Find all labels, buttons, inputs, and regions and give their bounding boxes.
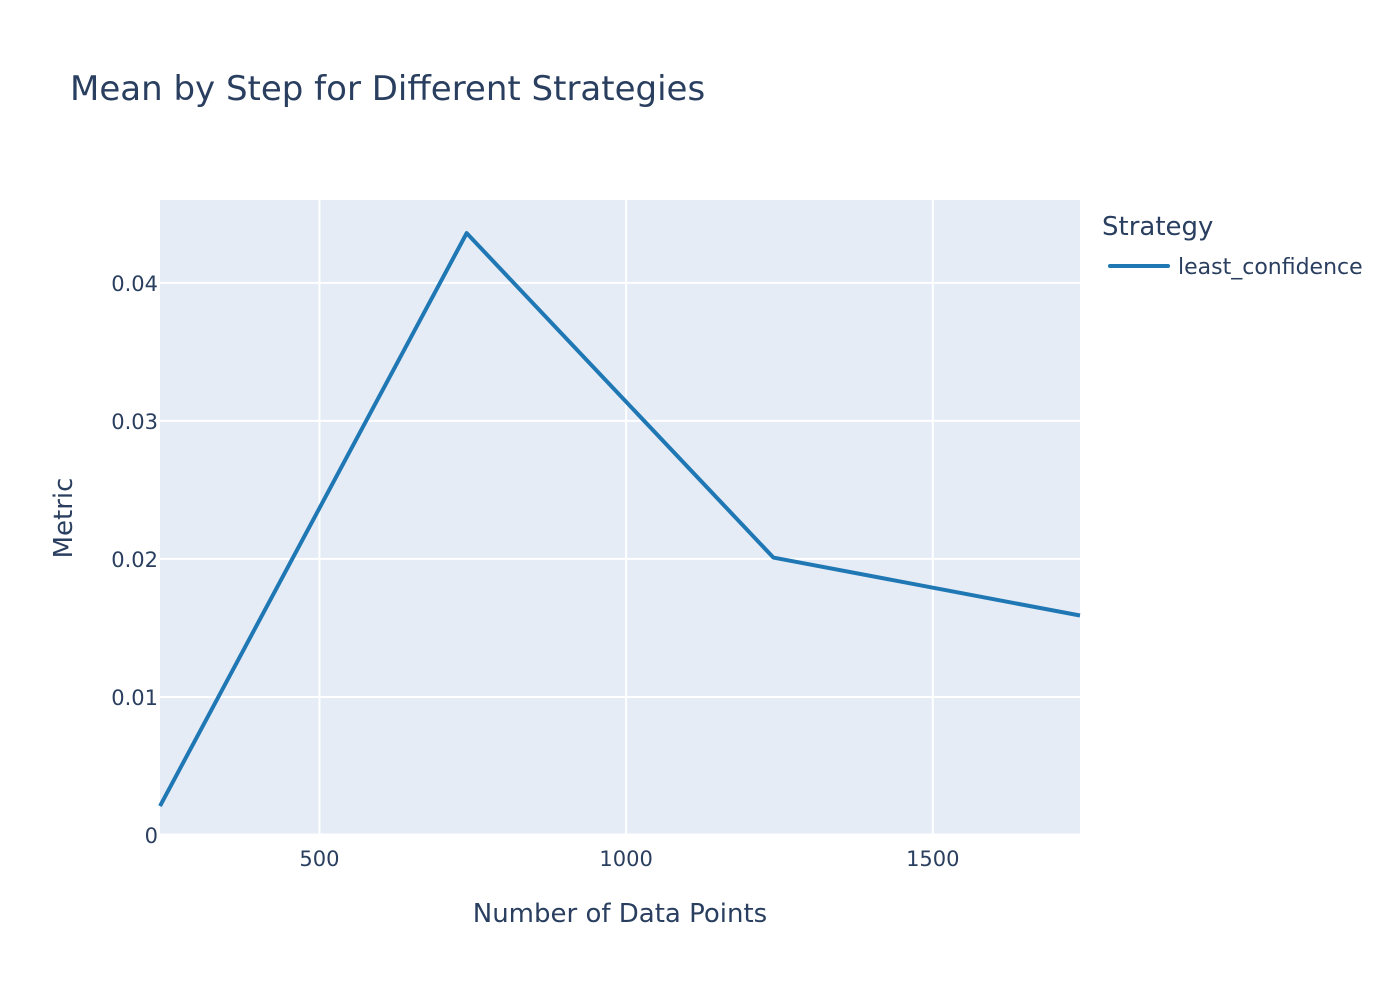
legend: Strategy least_confidence — [1102, 212, 1363, 280]
chart-title: Mean by Step for Different Strategies — [70, 69, 705, 109]
grid-lines — [160, 200, 1080, 837]
plot-area — [160, 200, 1080, 835]
x-tick-label: 1000 — [599, 847, 652, 871]
y-tick-label: 0.01 — [111, 686, 158, 710]
series-layer — [158, 231, 1081, 807]
x-tick-label: 1500 — [906, 847, 959, 871]
x-tick-label: 500 — [299, 847, 339, 871]
y-tick-label: 0.02 — [111, 548, 158, 572]
x-axis-title: Number of Data Points — [473, 899, 767, 929]
y-tick-label: 0.04 — [111, 272, 158, 296]
y-axis-title: Metric — [49, 478, 79, 559]
x-axis-ticks: 500 1000 1500 — [299, 847, 959, 871]
legend-title: Strategy — [1102, 212, 1213, 242]
legend-item-least-confidence[interactable]: least_confidence — [1178, 255, 1363, 280]
y-tick-label: 0.03 — [111, 410, 158, 434]
y-tick-label: 0 — [145, 824, 158, 848]
series-line-0 — [158, 231, 1081, 807]
y-axis-ticks: 0 0.01 0.02 0.03 0.04 — [111, 272, 158, 848]
